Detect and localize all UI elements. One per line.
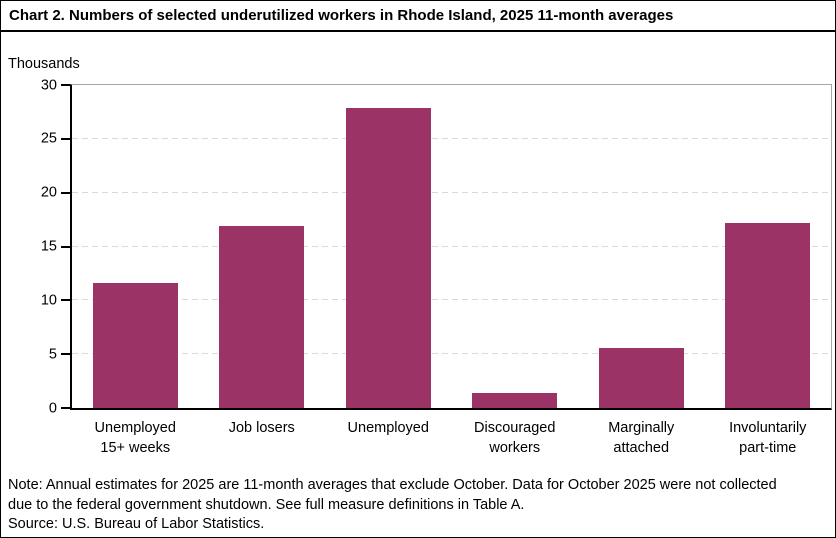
y-tick-30 (61, 84, 70, 86)
x-label-line: workers (489, 440, 541, 456)
gridline-10 (72, 299, 831, 301)
x-label-line: Involuntarily (729, 420, 807, 436)
y-tick-10 (61, 299, 70, 302)
x-label-unemployed: Unemployed (325, 418, 452, 458)
bar-discouraged-workers (472, 392, 558, 408)
y-axis-units-label: Thousands (8, 56, 80, 72)
y-tick-label-30: 30 (40, 76, 57, 93)
y-tick-label-20: 20 (40, 184, 57, 201)
bar-job-losers (219, 226, 305, 408)
y-tick-label-5: 5 (48, 345, 57, 362)
y-tick-5 (61, 353, 70, 356)
x-label-job-losers: Job losers (199, 418, 326, 458)
x-label-marginally-attached: Marginally attached (578, 418, 705, 458)
x-axis-labels: Unemployed 15+ weeks Job losers Unemployed D… (72, 418, 831, 458)
bar-involuntarily-part-time (725, 222, 811, 408)
y-tick-label-10: 10 (40, 292, 57, 309)
y-tick-label-15: 15 (40, 238, 57, 255)
y-tick-15 (61, 245, 70, 248)
bar-unemployed (345, 107, 431, 408)
x-label-line: Marginally (608, 420, 675, 436)
y-tick-label-25: 25 (40, 130, 57, 147)
x-label-line: attached (613, 440, 670, 456)
note-text: Note: Annual estimates for 2025 are 11-m… (8, 477, 777, 513)
y-tick-25 (61, 137, 70, 140)
y-tick-label-0: 0 (48, 399, 57, 416)
x-label-line: Discouraged (474, 420, 556, 436)
chart-title: Chart 2. Numbers of selected underutiliz… (1, 1, 835, 32)
source-text: Source: U.S. Bureau of Labor Statistics. (8, 516, 265, 532)
x-label-involuntarily-part-time: Involuntarily part-time (705, 418, 832, 458)
x-label-line: 15+ weeks (100, 440, 171, 456)
gridline-20 (72, 191, 831, 193)
footnotes: Note: Annual estimates for 2025 are 11-m… (8, 476, 828, 535)
y-tick-20 (61, 191, 70, 194)
x-label-line: Unemployed (347, 420, 429, 436)
gridline-15 (72, 245, 831, 247)
gridline-25 (72, 137, 831, 139)
gridline-5 (72, 353, 831, 355)
x-label-line: Unemployed (94, 420, 176, 436)
x-label-line: part-time (739, 440, 797, 456)
x-label-line: Job losers (228, 420, 295, 436)
plot-area: 0 5 10 15 20 25 30 (41, 78, 832, 415)
x-label-unemployed-15-weeks: Unemployed 15+ weeks (72, 418, 199, 458)
y-tick-0 (61, 407, 70, 409)
bar-marginally-attached (598, 347, 684, 408)
bar-unemployed-15-weeks (92, 283, 178, 408)
x-label-discouraged-workers: Discouraged workers (452, 418, 579, 458)
